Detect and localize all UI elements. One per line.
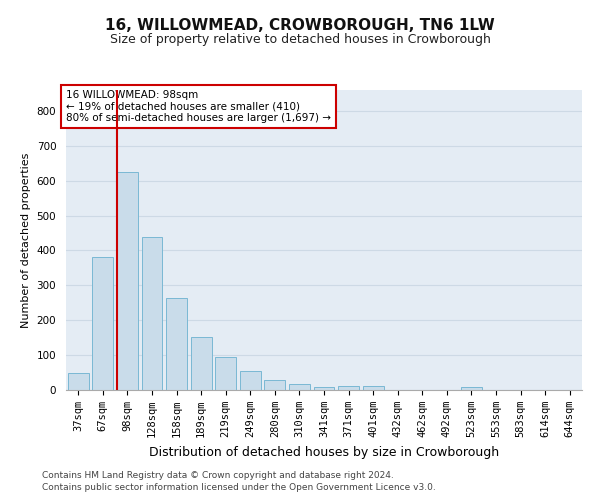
Bar (191, 336, 212, 390)
Bar (362, 386, 383, 390)
Text: Contains public sector information licensed under the Open Government Licence v3: Contains public sector information licen… (42, 483, 436, 492)
Bar (289, 384, 310, 390)
Bar (314, 386, 334, 390)
Bar (215, 357, 236, 390)
Bar (265, 380, 286, 390)
Bar (142, 237, 163, 390)
Bar (461, 387, 482, 390)
Bar (68, 374, 89, 390)
Text: 16, WILLOWMEAD, CROWBOROUGH, TN6 1LW: 16, WILLOWMEAD, CROWBOROUGH, TN6 1LW (105, 18, 495, 32)
Bar (92, 258, 113, 390)
Y-axis label: Number of detached properties: Number of detached properties (21, 152, 31, 328)
Text: 16 WILLOWMEAD: 98sqm
← 19% of detached houses are smaller (410)
80% of semi-deta: 16 WILLOWMEAD: 98sqm ← 19% of detached h… (66, 90, 331, 123)
Bar (338, 386, 359, 390)
Text: Size of property relative to detached houses in Crowborough: Size of property relative to detached ho… (110, 32, 490, 46)
Text: Contains HM Land Registry data © Crown copyright and database right 2024.: Contains HM Land Registry data © Crown c… (42, 470, 394, 480)
Bar (117, 172, 138, 390)
Bar (240, 371, 261, 390)
X-axis label: Distribution of detached houses by size in Crowborough: Distribution of detached houses by size … (149, 446, 499, 458)
Bar (166, 298, 187, 390)
